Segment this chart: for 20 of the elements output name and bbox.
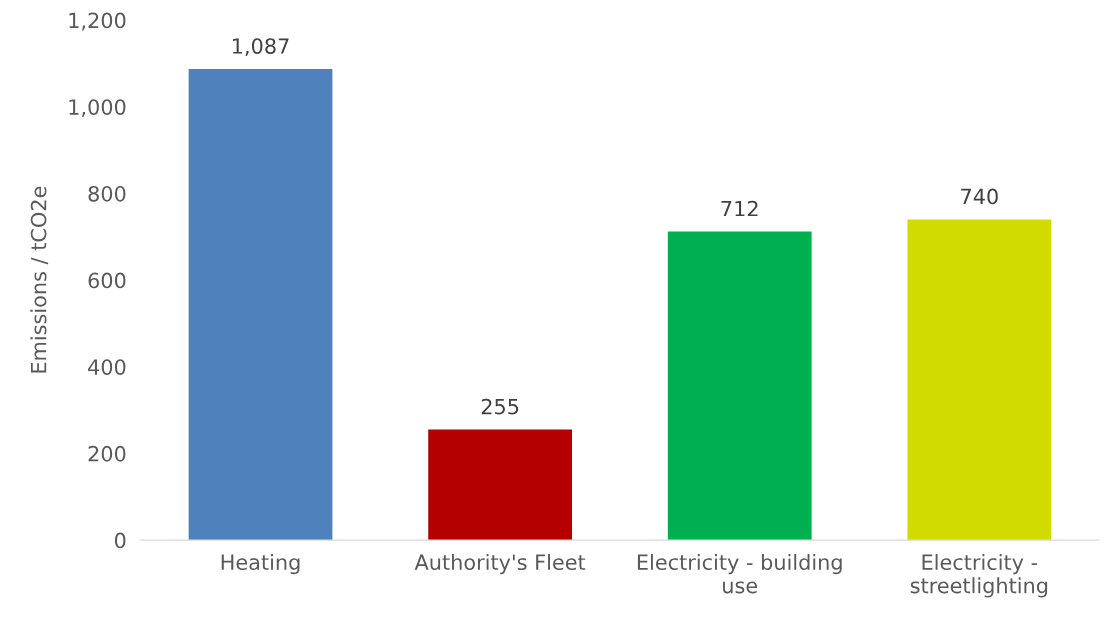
- data-label: 1,087: [232, 38, 289, 57]
- y-tick-label: 1,200: [69, 12, 126, 31]
- y-tick-label: 0: [114, 532, 126, 549]
- y-tick-label: 200: [88, 445, 126, 462]
- bar: [667, 231, 812, 541]
- x-tick-label: Authority's Fleet: [414, 553, 586, 575]
- x-tick-label: Electricity - streetlighting: [910, 553, 1048, 598]
- data-label: 255: [481, 398, 519, 415]
- y-tick-label: 1,000: [69, 99, 126, 118]
- y-tick-label: 800: [88, 185, 126, 202]
- data-label: 712: [721, 200, 758, 217]
- bar: [907, 219, 1052, 541]
- y-tick-label: 600: [88, 272, 126, 289]
- bar: [428, 429, 572, 541]
- x-tick-label: Heating: [221, 553, 300, 575]
- x-tick-label: Electricity - building use: [637, 553, 842, 594]
- y-tick-label: 400: [88, 359, 126, 375]
- data-label: 740: [961, 188, 998, 205]
- y-axis-title: Emissions / tCO2e: [30, 186, 49, 373]
- bar: [188, 69, 333, 541]
